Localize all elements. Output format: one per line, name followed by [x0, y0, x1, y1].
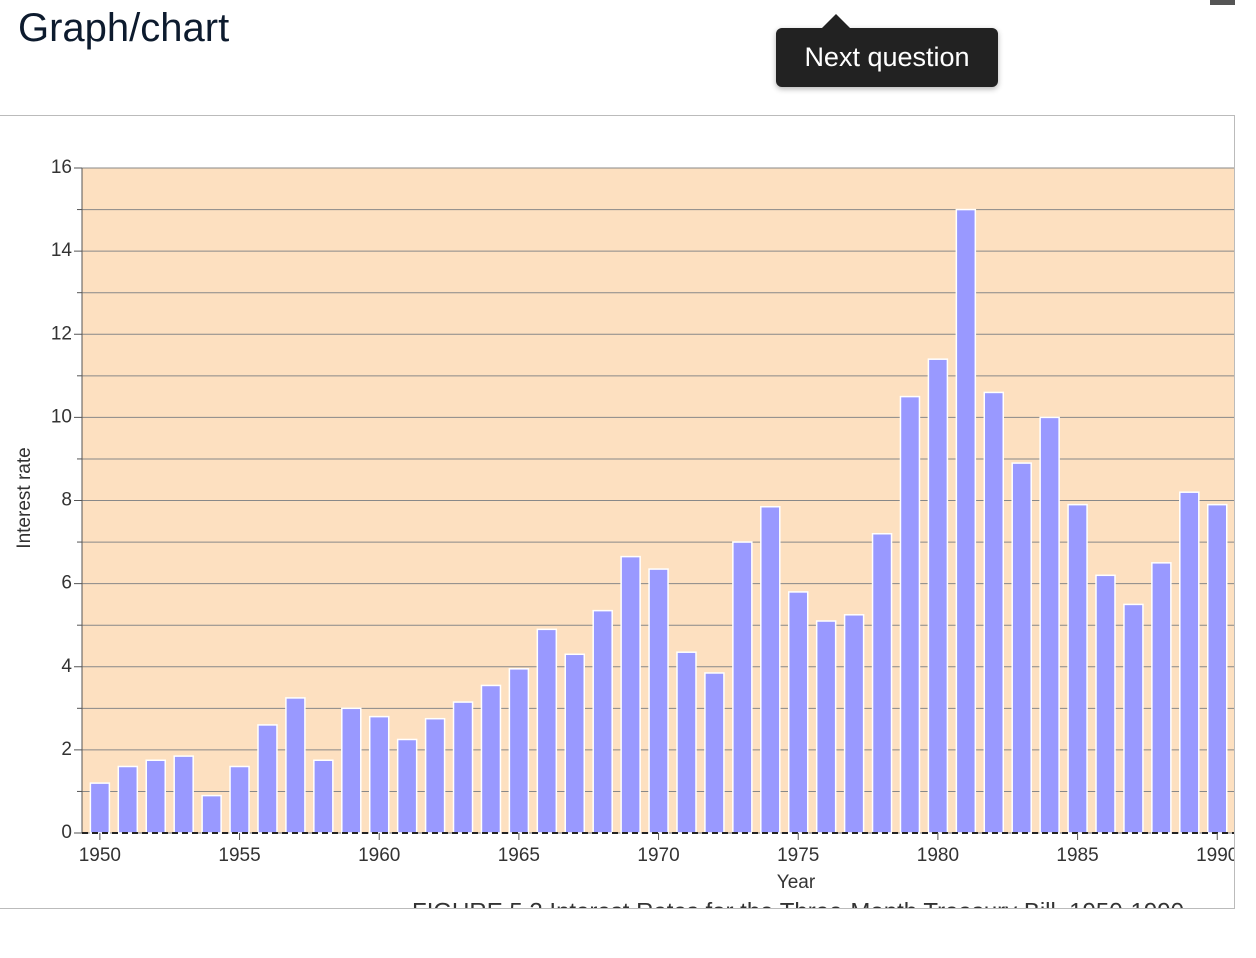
x-tick-label: 1985	[1056, 845, 1098, 866]
bar	[927, 358, 949, 834]
bar	[89, 782, 111, 834]
bar	[676, 651, 697, 834]
chart-container: Year Interest rate FIGURE 5.2 Interest R…	[0, 115, 1235, 909]
bar	[899, 395, 921, 834]
x-tick-label: 1970	[637, 845, 679, 866]
y-tick-label: 2	[61, 739, 72, 760]
bar	[620, 555, 641, 834]
bar	[313, 759, 334, 834]
bar	[1095, 574, 1116, 834]
tooltip[interactable]: Next question	[776, 14, 998, 87]
bar	[592, 609, 613, 834]
bar	[536, 628, 558, 834]
chart-caption: FIGURE 5.2 Interest Rates for the Three-…	[412, 898, 1184, 908]
bar	[787, 591, 809, 834]
bar	[1067, 503, 1088, 834]
bar	[564, 653, 586, 834]
x-tick-label: 1975	[777, 845, 819, 866]
x-axis-label: Year	[777, 872, 816, 893]
bar	[843, 614, 865, 834]
bar	[983, 391, 1005, 834]
x-tick-label: 1950	[79, 845, 121, 866]
bar	[229, 765, 250, 834]
page-title: Graph/chart	[18, 6, 230, 50]
bar	[396, 738, 418, 834]
bar	[1011, 462, 1032, 834]
bar	[1039, 416, 1060, 834]
y-tick-label: 12	[51, 323, 72, 344]
bar	[760, 505, 781, 834]
bar	[257, 724, 278, 834]
bar	[201, 794, 222, 834]
bar	[1179, 491, 1200, 834]
bar	[704, 672, 725, 834]
y-tick-label: 0	[61, 822, 72, 843]
chart: Year Interest rate FIGURE 5.2 Interest R…	[14, 157, 1234, 908]
x-tick-label: 1955	[218, 845, 260, 866]
bar	[508, 668, 530, 834]
x-tick-label: 1960	[358, 845, 400, 866]
bar	[368, 715, 390, 834]
bar	[648, 568, 669, 834]
y-tick-label: 4	[61, 656, 72, 677]
bar	[452, 701, 474, 834]
x-tick-label: 1965	[498, 845, 540, 866]
y-tick-label: 8	[61, 490, 72, 511]
bar	[173, 755, 194, 834]
bar	[871, 533, 893, 834]
bar	[117, 765, 139, 834]
bar	[732, 541, 753, 834]
y-axis-label: Interest rate	[14, 447, 35, 548]
bar	[480, 684, 502, 834]
y-tick-label: 6	[61, 573, 72, 594]
bar	[285, 697, 306, 834]
y-tick-label: 16	[51, 157, 72, 178]
bar	[955, 208, 977, 834]
x-tick-label: 1980	[917, 845, 959, 866]
corner-block	[1210, 0, 1235, 5]
x-tick-label: 1990	[1196, 845, 1234, 866]
y-tick-label: 10	[51, 406, 72, 427]
bar	[1151, 562, 1172, 834]
bar	[815, 620, 837, 834]
bar	[341, 707, 362, 834]
bar	[145, 759, 166, 834]
bar	[424, 717, 446, 834]
bar	[1123, 603, 1144, 834]
bar	[1206, 503, 1228, 834]
y-tick-label: 14	[51, 240, 73, 261]
